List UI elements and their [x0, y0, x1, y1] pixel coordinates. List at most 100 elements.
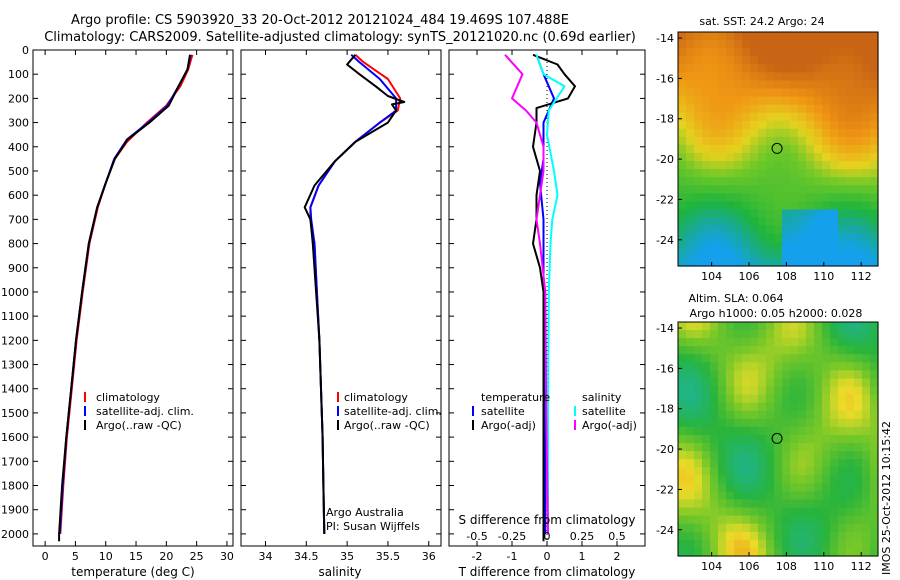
sst-map-cell [822, 153, 831, 162]
sst-map-cell [806, 40, 815, 49]
sst-map-cell [758, 96, 767, 106]
sst-map-cell [838, 104, 847, 114]
sla-map-cell [846, 483, 855, 493]
sla-map-cell [782, 418, 791, 428]
sla-map-cell [758, 539, 767, 549]
salinity-annotation-line2: PI: Susan Wijffels [326, 520, 420, 533]
sla-map-cell [750, 539, 759, 549]
sst-map-cell [766, 112, 775, 122]
sst-map-cell [790, 169, 799, 178]
sst-map-cell [726, 193, 735, 203]
sla-map-cell [750, 434, 759, 444]
sla-map-cell [718, 491, 727, 501]
sst-map-cell [870, 144, 879, 154]
sst-map-cell [806, 249, 815, 259]
sst-map-cell [870, 217, 879, 227]
sst-map-xtick-label: 106 [739, 270, 760, 283]
sst-map-cell [774, 104, 783, 114]
sst-map-cell [838, 209, 847, 219]
sst-map-cell [758, 257, 767, 267]
sla-map-cell [806, 338, 815, 347]
sst-map-cell [846, 225, 855, 235]
sla-map-cell [846, 338, 855, 347]
sla-map-cell [862, 467, 871, 476]
sla-map-cell [830, 410, 839, 420]
sst-map-cell [742, 88, 751, 98]
sla-map-cell [758, 410, 767, 420]
sla-map-cell [694, 426, 703, 436]
sst-map-cell [854, 48, 863, 57]
sst-map-cell [726, 241, 735, 251]
sla-map-cell [750, 426, 759, 436]
sla-map-cell [686, 531, 695, 541]
sst-map-cell [822, 40, 831, 49]
sst-map-cell [718, 32, 727, 41]
sla-map-cell [806, 410, 815, 420]
sla-map-cell [798, 346, 807, 355]
sla-map-cell [854, 483, 863, 493]
sla-map-cell [718, 346, 727, 355]
sst-map-cell [678, 96, 687, 106]
temperature-legend-satellite: satellite-adj. clim. [96, 405, 194, 418]
sla-map-cell [870, 467, 879, 476]
sst-map-cell [766, 40, 775, 49]
sst-map-cell [854, 201, 863, 211]
sst-map-cell [702, 201, 711, 211]
sst-map-cell [710, 185, 719, 194]
sst-map-cell [862, 209, 871, 219]
sla-map-cell [814, 467, 823, 476]
sla-map-cell [694, 394, 703, 404]
sla-map-cell [774, 386, 783, 396]
sst-map-cell [702, 241, 711, 251]
sst-map-cell [862, 48, 871, 57]
sst-map-cell [830, 201, 839, 211]
sst-map-cell [702, 128, 711, 138]
sst-map-cell [678, 88, 687, 98]
sst-map-argo-location-marker [771, 142, 783, 154]
sla-map-cell [806, 402, 815, 412]
sla-map-cell [766, 515, 775, 525]
sst-map-cell [774, 128, 783, 138]
sla-map-ytick-label: -20 [656, 443, 674, 456]
sla-map-cell [758, 443, 767, 452]
sla-map-cell [798, 523, 807, 533]
sla-map-cell [830, 539, 839, 549]
sst-map-cell [750, 249, 759, 259]
sst-map-cell [838, 136, 847, 146]
sst-map-cell [766, 136, 775, 146]
sla-map-cell [790, 346, 799, 355]
sst-map-cell [790, 217, 799, 227]
sla-map-cell [774, 378, 783, 388]
sst-map-cell [686, 128, 695, 138]
sla-map-cell [774, 322, 783, 331]
sla-map-cell [726, 507, 735, 517]
sst-map-cell [814, 209, 823, 219]
sla-map-cell [702, 338, 711, 347]
sst-map-cell [742, 96, 751, 106]
sla-map-cell [718, 483, 727, 493]
sst-map-cell [870, 88, 879, 98]
sst-map-cell [830, 241, 839, 251]
sst-map-cell [702, 153, 711, 162]
sla-map-cell [846, 394, 855, 404]
sla-map-cell [694, 483, 703, 493]
sst-map-cell [702, 233, 711, 243]
sst-map-cell [710, 193, 719, 203]
sst-map-cell [774, 185, 783, 194]
sst-map-cell [782, 233, 791, 243]
sst-map-cell [782, 112, 791, 122]
sst-map-cell [678, 161, 687, 170]
sla-map-cell [854, 354, 863, 363]
sst-map-cell [782, 120, 791, 130]
sla-map-cell [854, 386, 863, 396]
sla-map-cell [774, 491, 783, 501]
sst-map-cell [798, 96, 807, 106]
sla-map-cell [774, 443, 783, 452]
sst-map-cell [862, 40, 871, 49]
sla-map-cell [798, 402, 807, 412]
sst-map-cell [798, 201, 807, 211]
sst-map-cell [702, 56, 711, 65]
sst-map-cell [758, 112, 767, 122]
sst-map-title: sat. SST: 24.2 Argo: 24 [699, 15, 824, 28]
sla-map-cell [830, 330, 839, 339]
